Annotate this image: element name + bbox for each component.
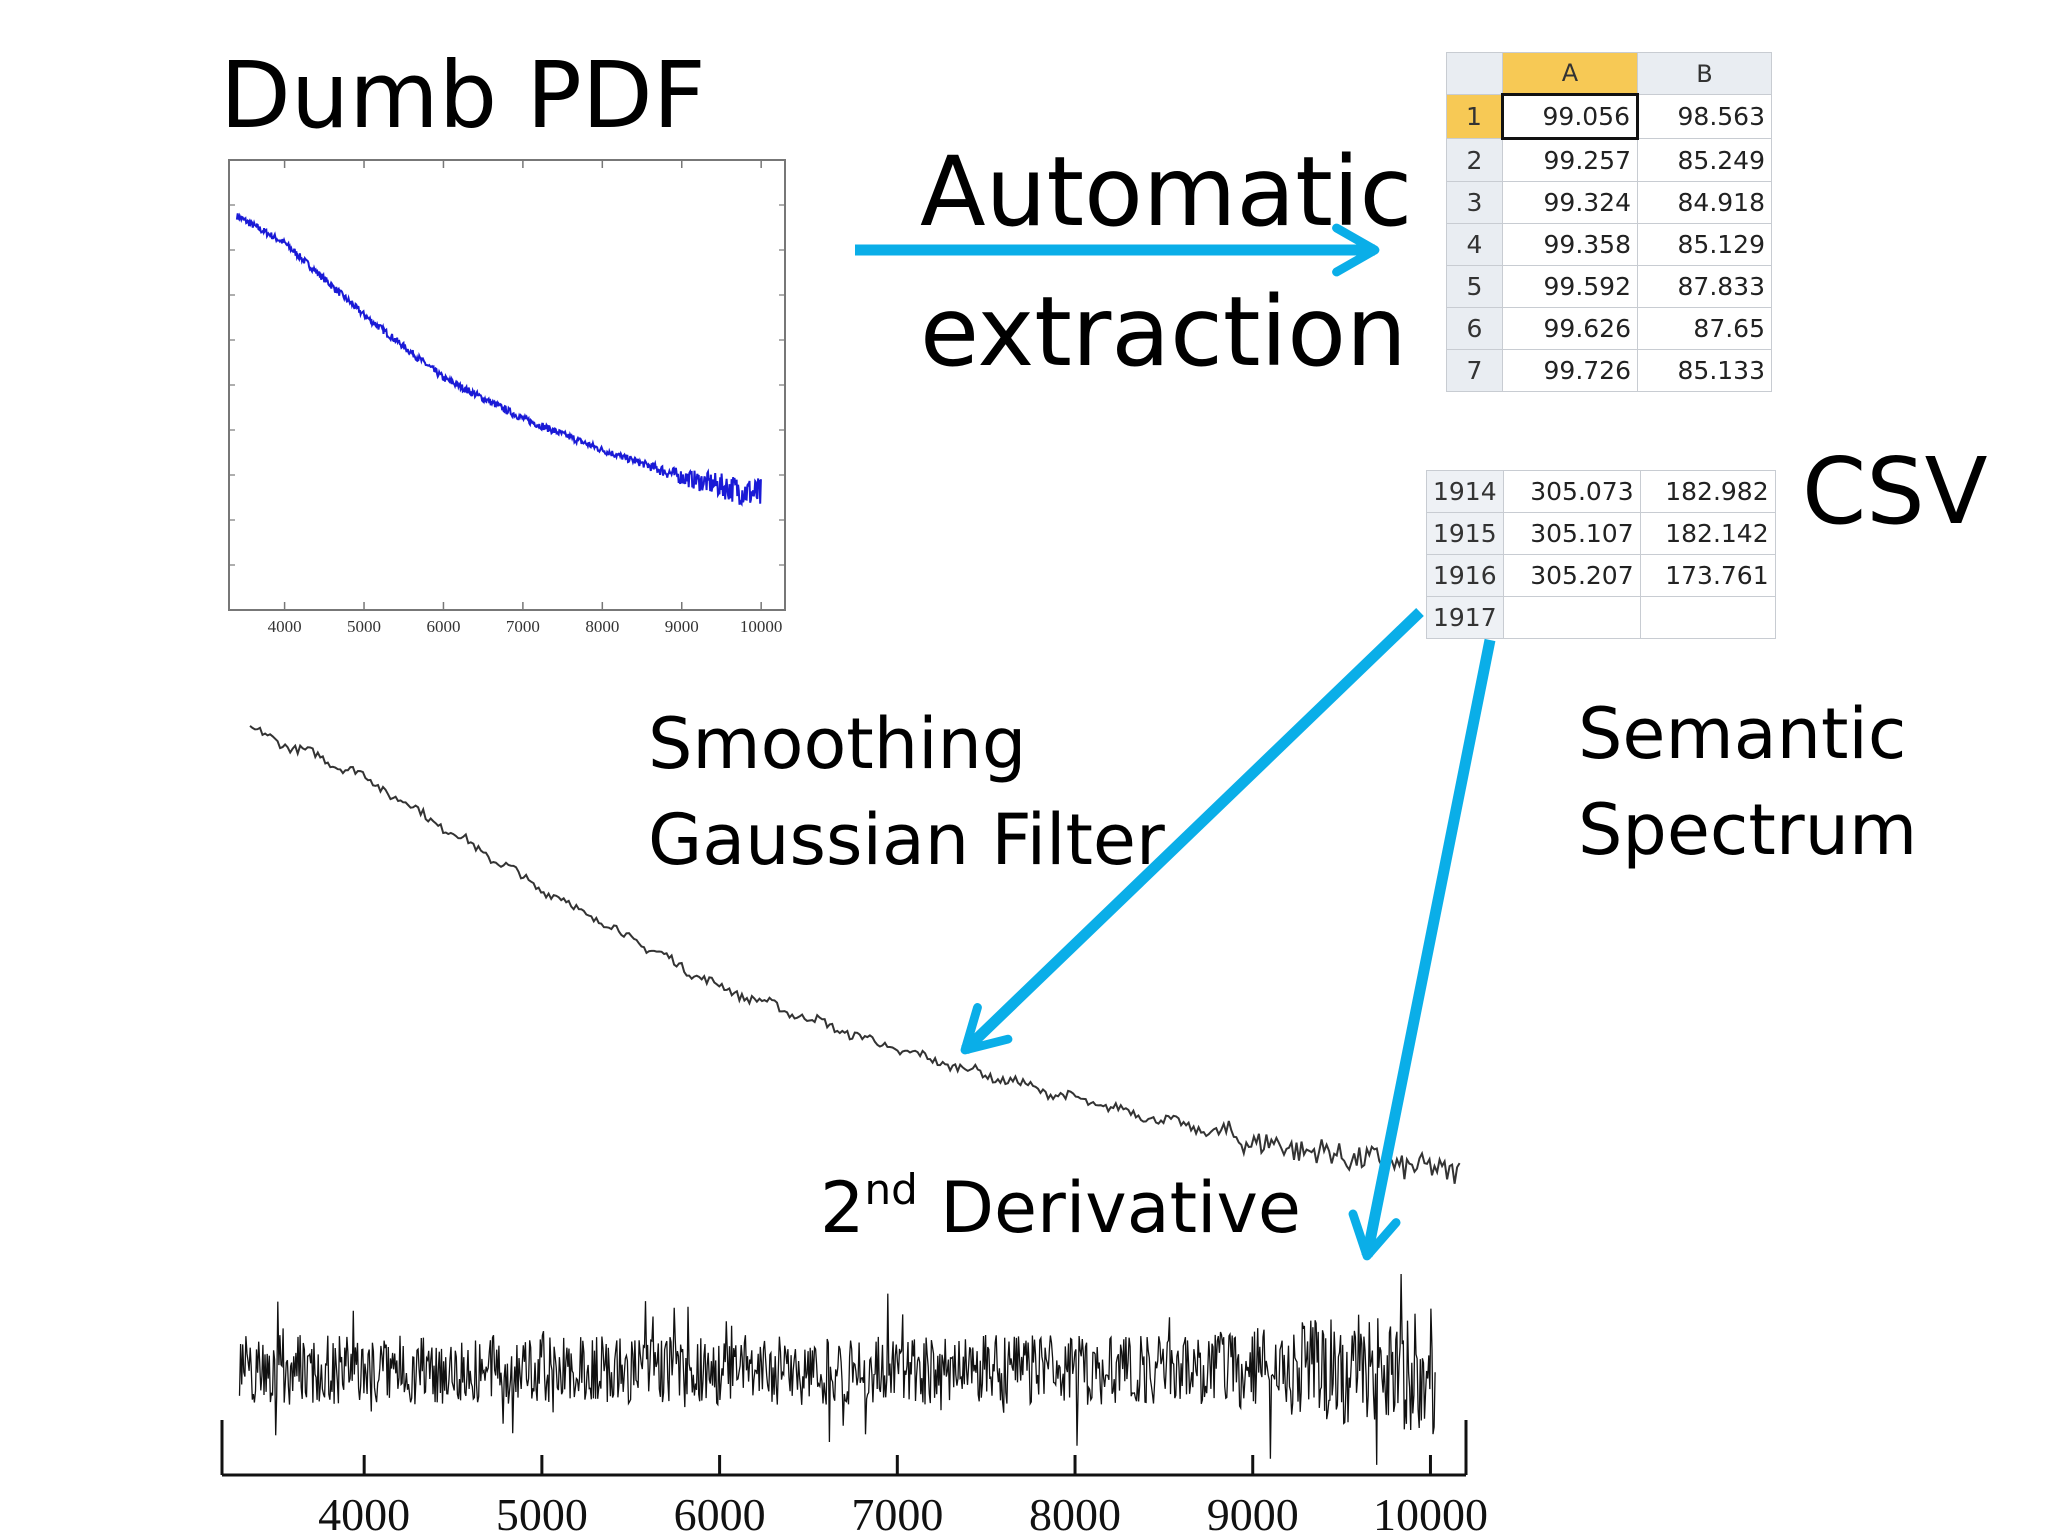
pdf-plot: 4000 5000 6000 7000 8000 9000 10000 — [228, 159, 786, 636]
derivative-suffix: Derivative — [917, 1167, 1301, 1249]
derivative-x-tick-label: 10000 — [1373, 1489, 1488, 1536]
derivative-superscript: nd — [864, 1165, 918, 1214]
cell-b[interactable]: 85.129 — [1637, 223, 1772, 266]
column-header-a[interactable]: A — [1502, 52, 1638, 95]
semantic-label-line1: Semantic — [1578, 693, 1907, 775]
cell-a[interactable]: 99.592 — [1502, 265, 1638, 308]
pdf-x-tick-label: 10000 — [740, 617, 783, 636]
pdf-x-tick-label: 5000 — [347, 617, 381, 636]
pdf-x-tick-label: 4000 — [268, 617, 302, 636]
row-header[interactable]: 5 — [1446, 265, 1503, 308]
cell-b[interactable]: 84.918 — [1637, 181, 1772, 224]
derivative-x-tick-label: 7000 — [851, 1489, 943, 1536]
cell-b[interactable]: 182.982 — [1639, 470, 1776, 513]
cell-a[interactable]: 305.073 — [1502, 470, 1641, 513]
cell-b[interactable]: 87.65 — [1637, 307, 1772, 350]
dumb-pdf-title: Dumb PDF — [220, 42, 706, 149]
second-derivative-line — [238, 1273, 1436, 1465]
row-header[interactable]: 1915 — [1426, 512, 1504, 555]
pdf-plot-frame — [228, 159, 786, 611]
cell-a[interactable]: 305.207 — [1502, 554, 1641, 597]
cell-b[interactable]: 173.761 — [1639, 554, 1776, 597]
cell-a[interactable] — [1502, 596, 1641, 639]
cell-a[interactable]: 99.726 — [1502, 349, 1638, 392]
row-header[interactable]: 1 — [1446, 94, 1503, 139]
pdf-x-tick-label: 8000 — [585, 617, 619, 636]
derivative-prefix: 2 — [820, 1167, 865, 1249]
pdf-plot-series-line — [235, 212, 762, 507]
semantic-arrow — [1348, 638, 1496, 1261]
spreadsheet-top: A B 1 99.056 98.563 2 99.257 85.249 3 99… — [1446, 52, 1772, 392]
cell-a[interactable]: 99.358 — [1502, 223, 1638, 266]
cell-b[interactable]: 98.563 — [1637, 94, 1772, 139]
second-derivative-label: 2nd Derivative — [820, 1165, 1301, 1249]
derivative-x-tick-label: 5000 — [496, 1489, 588, 1536]
derivative-x-tick-label: 8000 — [1029, 1489, 1121, 1536]
cell-b[interactable] — [1639, 596, 1776, 639]
automatic-label-line1: Automatic — [920, 136, 1413, 248]
second-derivative-axis: 4000 5000 6000 7000 8000 9000 10000 — [220, 1420, 1488, 1536]
smoothed-spectrum-line — [249, 725, 1461, 1184]
smoothing-label: Smoothing Gaussian Filter — [648, 696, 1165, 888]
pdf-plot-ticks — [229, 159, 785, 610]
smoothing-label-line1: Smoothing — [648, 703, 1027, 785]
row-header[interactable]: 1917 — [1426, 596, 1504, 639]
derivative-x-tick-label: 4000 — [318, 1489, 410, 1536]
cell-b[interactable]: 85.249 — [1637, 138, 1772, 182]
smoothing-label-line2: Gaussian Filter — [648, 799, 1165, 881]
row-header[interactable]: 1916 — [1426, 554, 1504, 597]
pdf-x-tick-label: 7000 — [506, 617, 540, 636]
cell-a[interactable]: 99.056 — [1501, 93, 1639, 140]
automatic-extraction-label: Automatic extraction — [920, 122, 1412, 402]
column-header-b[interactable]: B — [1637, 52, 1772, 95]
pdf-x-tick-label: 9000 — [665, 617, 699, 636]
derivative-x-tick-label: 9000 — [1207, 1489, 1299, 1536]
row-header[interactable]: 6 — [1446, 307, 1503, 350]
row-header[interactable]: 2 — [1446, 138, 1503, 182]
sheet-corner[interactable] — [1446, 52, 1503, 95]
cell-b[interactable]: 182.142 — [1639, 512, 1776, 555]
semantic-spectrum-label: Semantic Spectrum — [1578, 686, 1917, 878]
derivative-x-tick-label: 6000 — [674, 1489, 766, 1536]
automatic-label-line2: extraction — [920, 276, 1407, 388]
csv-title: CSV — [1802, 438, 1988, 545]
derivative-axis-tick-labels: 4000 5000 6000 7000 8000 9000 10000 — [318, 1489, 1488, 1536]
cell-b[interactable]: 85.133 — [1637, 349, 1772, 392]
spreadsheet-bottom: 1914 305.073 182.982 1915 305.107 182.14… — [1426, 470, 1776, 639]
semantic-label-line2: Spectrum — [1578, 789, 1918, 871]
pdf-plot-tick-labels: 4000 5000 6000 7000 8000 9000 10000 — [268, 617, 783, 636]
derivative-axis-ticks — [362, 1455, 1432, 1475]
smoothing-arrow — [960, 608, 1424, 1055]
cell-b[interactable]: 87.833 — [1637, 265, 1772, 308]
cell-a[interactable]: 99.324 — [1502, 181, 1638, 224]
row-header[interactable]: 1914 — [1426, 470, 1504, 513]
pdf-x-tick-label: 6000 — [426, 617, 460, 636]
row-header[interactable]: 7 — [1446, 349, 1503, 392]
row-header[interactable]: 4 — [1446, 223, 1503, 266]
